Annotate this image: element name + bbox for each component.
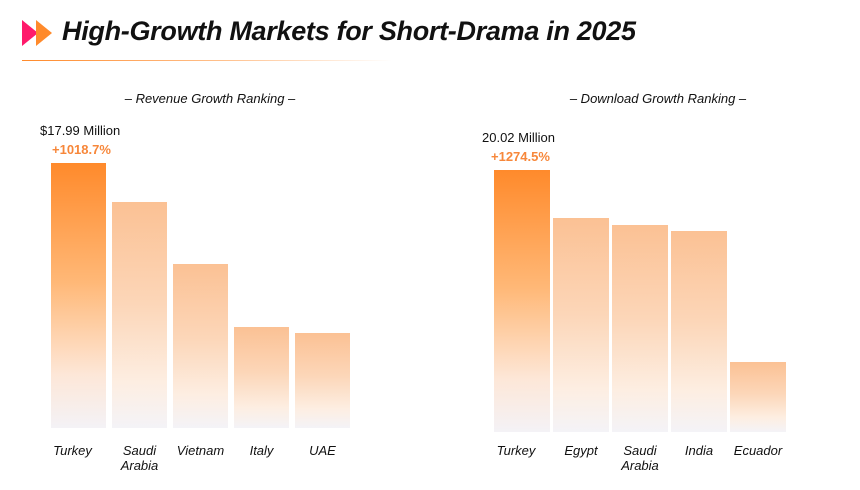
category-label: UAE [309,443,336,458]
chart-title: – Revenue Growth Ranking – [124,91,296,106]
category-label: Saudi Arabia [120,443,159,473]
category-label: Egypt [564,443,598,458]
bar-egypt [553,218,609,432]
chart-title: – Download Growth Ranking – [569,91,747,106]
page-title: High-Growth Markets for Short-Drama in 2… [62,16,636,46]
category-label: Turkey [53,443,92,458]
top-growth-label: +1274.5% [491,149,550,164]
category-label: Turkey [496,443,536,458]
bar-saudi-arabia [612,225,668,432]
bar-italy [234,327,289,428]
category-label: India [684,443,714,458]
bar-ecuador [730,362,786,432]
bar-saudi-arabia [112,202,167,428]
bar-turkey [494,170,550,432]
category-label: Italy [249,443,274,458]
top-value-label: $17.99 Million [40,123,121,138]
bar-vietnam [173,264,228,428]
title-underline [22,60,392,61]
bar-turkey [51,163,106,428]
category-label: Saudi Arabia [621,443,659,473]
top-value-label: 20.02 Million [482,130,555,145]
play-forward-icon [22,20,52,46]
top-growth-label: +1018.7% [52,142,111,157]
category-label: Vietnam [176,443,225,458]
category-label: Ecuador [733,443,783,458]
bar-india [671,231,727,432]
bar-uae [295,333,350,428]
